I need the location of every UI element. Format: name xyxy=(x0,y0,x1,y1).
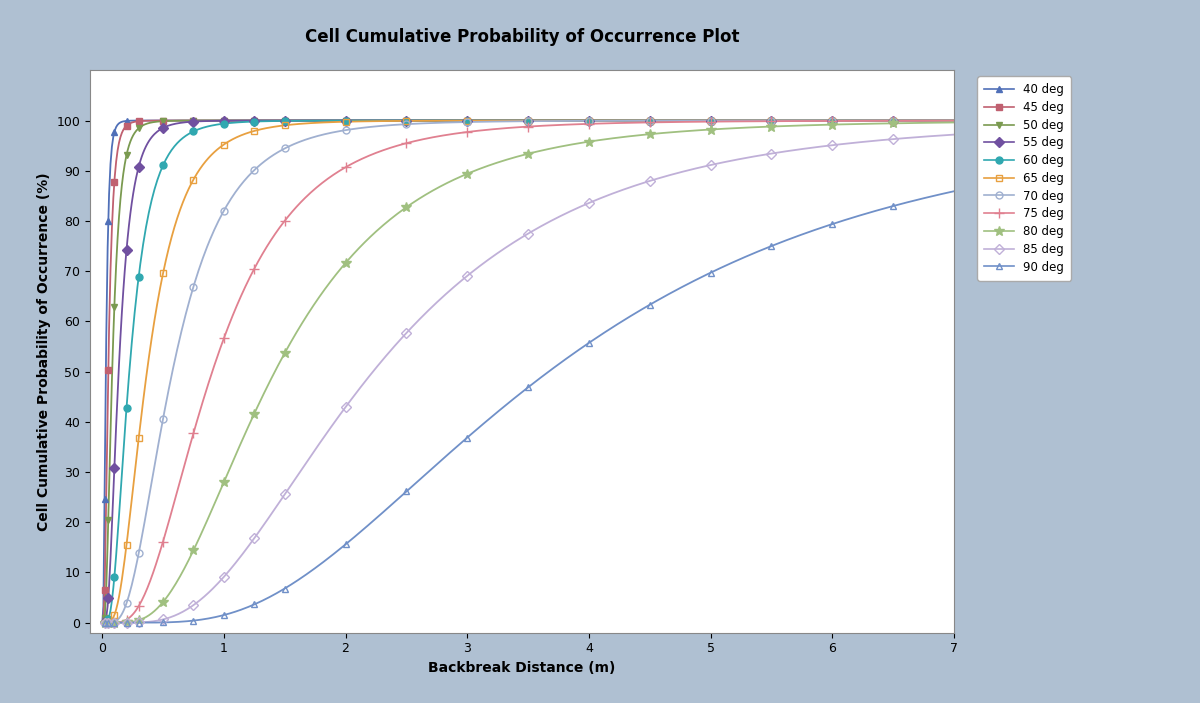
Y-axis label: Cell Cumulative Probability of Occurrence (%): Cell Cumulative Probability of Occurrenc… xyxy=(37,172,50,531)
Text: Cell Cumulative Probability of Occurrence Plot: Cell Cumulative Probability of Occurrenc… xyxy=(305,28,739,46)
X-axis label: Backbreak Distance (m): Backbreak Distance (m) xyxy=(428,661,616,675)
Legend: 40 deg, 45 deg, 50 deg, 55 deg, 60 deg, 65 deg, 70 deg, 75 deg, 80 deg, 85 deg, : 40 deg, 45 deg, 50 deg, 55 deg, 60 deg, … xyxy=(977,76,1072,280)
